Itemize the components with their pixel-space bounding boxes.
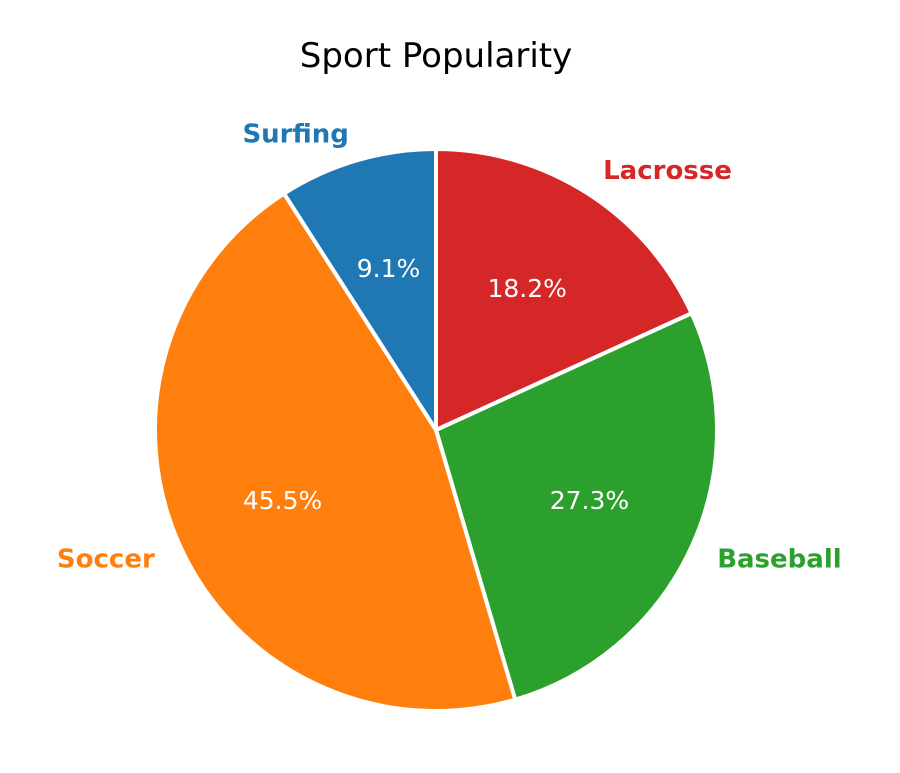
percent-labels: 18.2% 27.3% 45.5% 9.1% bbox=[243, 254, 629, 515]
pie-slice-baseball bbox=[434, 311, 719, 702]
chart-title: Sport Popularity bbox=[300, 36, 572, 76]
percent-label-baseball: 27.3% bbox=[550, 486, 629, 515]
pie-slice-lacrosse bbox=[434, 147, 694, 432]
percent-label-soccer: 45.5% bbox=[243, 486, 322, 515]
slice-label-soccer: Soccer bbox=[57, 544, 155, 574]
slice-label-lacrosse: Lacrosse bbox=[603, 156, 732, 186]
slice-labels: Lacrosse Baseball Soccer Surfing bbox=[57, 119, 842, 574]
slice-label-baseball: Baseball bbox=[717, 544, 841, 574]
pie-slices bbox=[153, 147, 719, 713]
pie-slice-surfing bbox=[282, 147, 438, 432]
pie-slice-soccer bbox=[153, 191, 518, 713]
percent-label-surfing: 9.1% bbox=[357, 254, 421, 283]
slice-label-surfing: Surfing bbox=[242, 119, 348, 149]
percent-label-lacrosse: 18.2% bbox=[487, 274, 566, 303]
